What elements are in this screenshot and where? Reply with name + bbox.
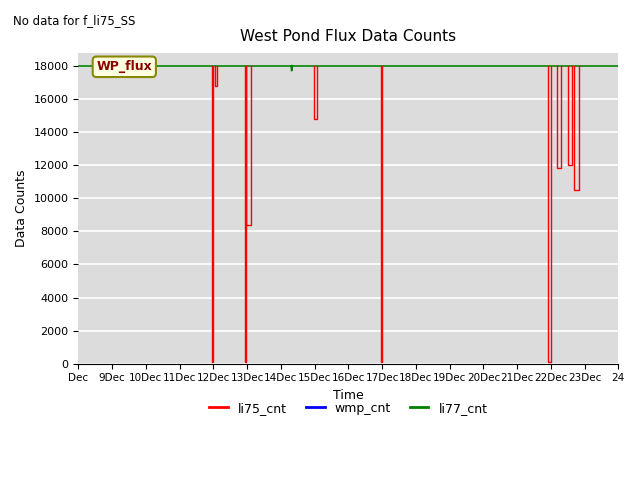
X-axis label: Time: Time <box>333 389 364 402</box>
Text: No data for f_li75_SS: No data for f_li75_SS <box>13 14 135 27</box>
Legend: li75_cnt, wmp_cnt, li77_cnt: li75_cnt, wmp_cnt, li77_cnt <box>204 397 492 420</box>
Y-axis label: Data Counts: Data Counts <box>15 169 28 247</box>
Text: WP_flux: WP_flux <box>97 60 152 73</box>
Title: West Pond Flux Data Counts: West Pond Flux Data Counts <box>241 29 456 44</box>
